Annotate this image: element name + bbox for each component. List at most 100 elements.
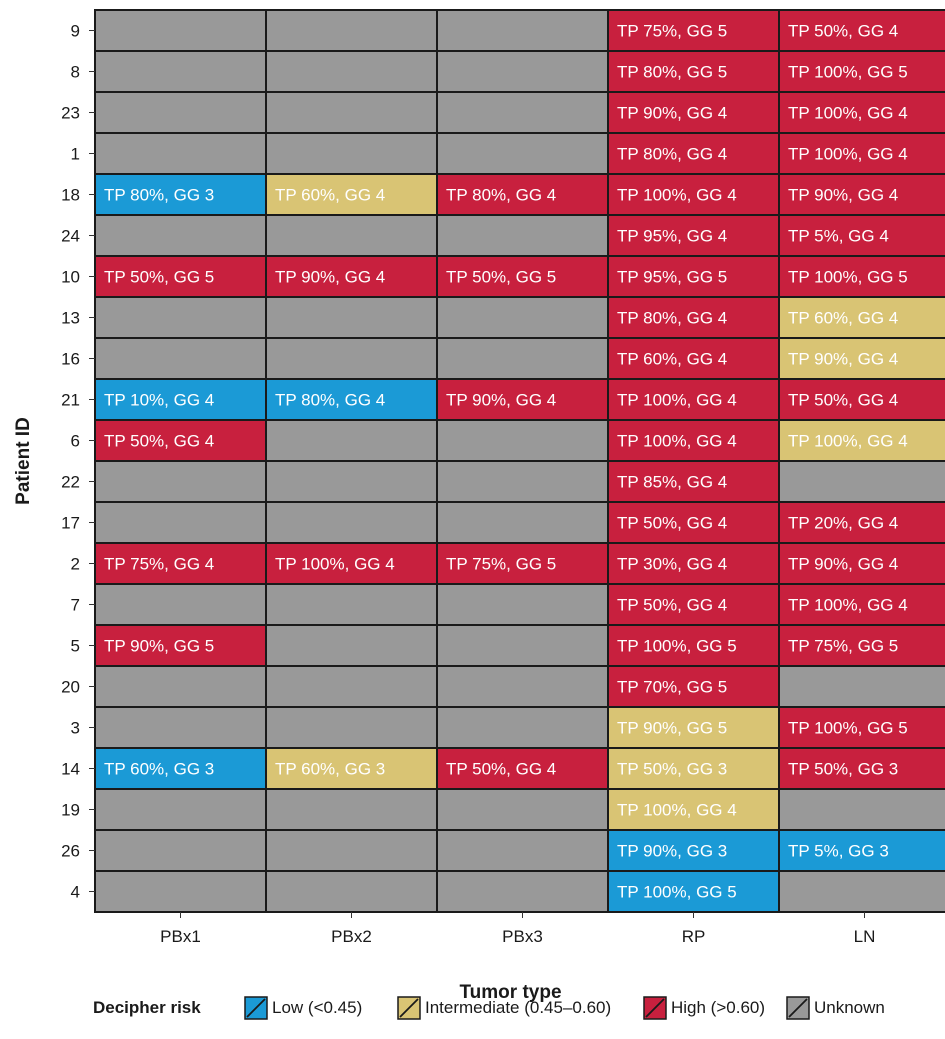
- cell-23-pbx1: [94, 91, 267, 134]
- legend-label-high: High (>0.60): [671, 998, 765, 1017]
- cell-label-2-ln: TP 90%, GG 4: [788, 555, 898, 574]
- cell-label-6-rp: TP 100%, GG 4: [617, 432, 737, 451]
- cell-label-3-rp: TP 90%, GG 5: [617, 719, 727, 738]
- cell-16-ln: [778, 337, 945, 380]
- cell-label-14-rp: TP 50%, GG 3: [617, 760, 727, 779]
- cell-7-pbx3: [436, 583, 609, 626]
- cell-20-pbx3: [436, 665, 609, 708]
- y-tick-2: 2: [71, 555, 80, 574]
- cell-label-23-rp: TP 90%, GG 4: [617, 104, 727, 123]
- cell-5-pbx1: [94, 624, 267, 667]
- cell-22-pbx3: [436, 460, 609, 503]
- cell-4-ln: [778, 870, 945, 913]
- cell-9-ln: [778, 9, 945, 52]
- cell-13-rp: [607, 296, 780, 339]
- cell-21-pbx3: [436, 378, 609, 421]
- cell-label-10-pbx2: TP 90%, GG 4: [275, 268, 385, 287]
- cell-16-pbx3: [436, 337, 609, 380]
- cell-8-pbx1: [94, 50, 267, 93]
- cell-1-rp: [607, 132, 780, 175]
- cell-4-pbx2: [265, 870, 438, 913]
- cell-1-pbx3: [436, 132, 609, 175]
- cell-label-18-pbx1: TP 80%, GG 3: [104, 186, 214, 205]
- cell-1-ln: [778, 132, 945, 175]
- cell-label-1-rp: TP 80%, GG 4: [617, 145, 727, 164]
- cell-4-pbx1: [94, 870, 267, 913]
- cell-22-pbx1: [94, 460, 267, 503]
- x-tick-pbx1: PBx1: [160, 927, 201, 946]
- cell-18-ln: [778, 173, 945, 216]
- cell-24-pbx2: [265, 214, 438, 257]
- cell-24-pbx3: [436, 214, 609, 257]
- cell-23-pbx2: [265, 91, 438, 134]
- y-tick-18: 18: [61, 186, 80, 205]
- cell-label-9-ln: TP 50%, GG 4: [788, 22, 898, 41]
- x-tick-rp: RP: [682, 927, 706, 946]
- cell-label-6-ln: TP 100%, GG 4: [788, 432, 908, 451]
- cell-20-ln: [778, 665, 945, 708]
- y-tick-23: 23: [61, 104, 80, 123]
- cell-label-9-rp: TP 75%, GG 5: [617, 22, 727, 41]
- cell-label-8-ln: TP 100%, GG 5: [788, 63, 908, 82]
- cell-label-14-pbx2: TP 60%, GG 3: [275, 760, 385, 779]
- cell-13-pbx2: [265, 296, 438, 339]
- cell-1-pbx1: [94, 132, 267, 175]
- y-tick-4: 4: [71, 883, 80, 902]
- y-tick-13: 13: [61, 309, 80, 328]
- cell-13-pbx3: [436, 296, 609, 339]
- cell-label-2-rp: TP 30%, GG 4: [617, 555, 727, 574]
- cell-label-26-rp: TP 90%, GG 3: [617, 842, 727, 861]
- legend-slash-unknown: [788, 998, 808, 1018]
- cell-26-pbx3: [436, 829, 609, 872]
- cell-10-rp: [607, 255, 780, 298]
- cell-label-21-pbx2: TP 80%, GG 4: [275, 391, 385, 410]
- cell-19-ln: [778, 788, 945, 831]
- y-tick-5: 5: [71, 637, 80, 656]
- legend-label-unknown: Unknown: [814, 998, 885, 1017]
- cell-19-rp: [607, 788, 780, 831]
- x-tick-ln: LN: [854, 927, 876, 946]
- cell-9-rp: [607, 9, 780, 52]
- cell-3-pbx3: [436, 706, 609, 749]
- y-tick-22: 22: [61, 473, 80, 492]
- cell-label-5-ln: TP 75%, GG 5: [788, 637, 898, 656]
- cell-20-pbx2: [265, 665, 438, 708]
- cell-2-rp: [607, 542, 780, 585]
- y-tick-14: 14: [61, 760, 80, 779]
- cell-7-pbx2: [265, 583, 438, 626]
- cell-17-ln: [778, 501, 945, 544]
- cell-label-5-rp: TP 100%, GG 5: [617, 637, 737, 656]
- cell-label-19-rp: TP 100%, GG 4: [617, 801, 737, 820]
- cell-9-pbx3: [436, 9, 609, 52]
- y-tick-16: 16: [61, 350, 80, 369]
- cell-13-ln: [778, 296, 945, 339]
- x-tick-labels: PBx1 PBx2 PBx3 RP LN: [160, 912, 875, 946]
- cell-10-pbx2: [265, 255, 438, 298]
- cell-label-1-ln: TP 100%, GG 4: [788, 145, 908, 164]
- cell-16-pbx1: [94, 337, 267, 380]
- y-tick-26: 26: [61, 842, 80, 861]
- cell-26-pbx1: [94, 829, 267, 872]
- cell-label-5-pbx1: TP 90%, GG 5: [104, 637, 214, 656]
- cell-21-rp: [607, 378, 780, 421]
- cell-label-13-rp: TP 80%, GG 4: [617, 309, 727, 328]
- cell-label-22-rp: TP 85%, GG 4: [617, 473, 727, 492]
- y-tick-19: 19: [61, 801, 80, 820]
- cell-label-21-pbx3: TP 90%, GG 4: [446, 391, 556, 410]
- cell-2-ln: [778, 542, 945, 585]
- legend-label-intermediate: Intermediate (0.45–0.60): [425, 998, 611, 1017]
- cell-label-21-ln: TP 50%, GG 4: [788, 391, 898, 410]
- cell-label-4-rp: TP 100%, GG 5: [617, 883, 737, 902]
- legend-label-low: Low (<0.45): [272, 998, 362, 1017]
- cell-label-10-ln: TP 100%, GG 5: [788, 268, 908, 287]
- cell-label-24-rp: TP 95%, GG 4: [617, 227, 727, 246]
- legend-slash-intermediate: [399, 998, 419, 1018]
- cell-23-pbx3: [436, 91, 609, 134]
- legend-slash-low: [246, 998, 266, 1018]
- cell-label-6-pbx1: TP 50%, GG 4: [104, 432, 214, 451]
- cell-5-pbx3: [436, 624, 609, 667]
- cell-2-pbx2: [265, 542, 438, 585]
- cells-layer: TP 75%, GG 5 TP 50%, GG 4 TP 80%, GG 5 TP 1…: [94, 9, 945, 913]
- cell-24-pbx1: [94, 214, 267, 257]
